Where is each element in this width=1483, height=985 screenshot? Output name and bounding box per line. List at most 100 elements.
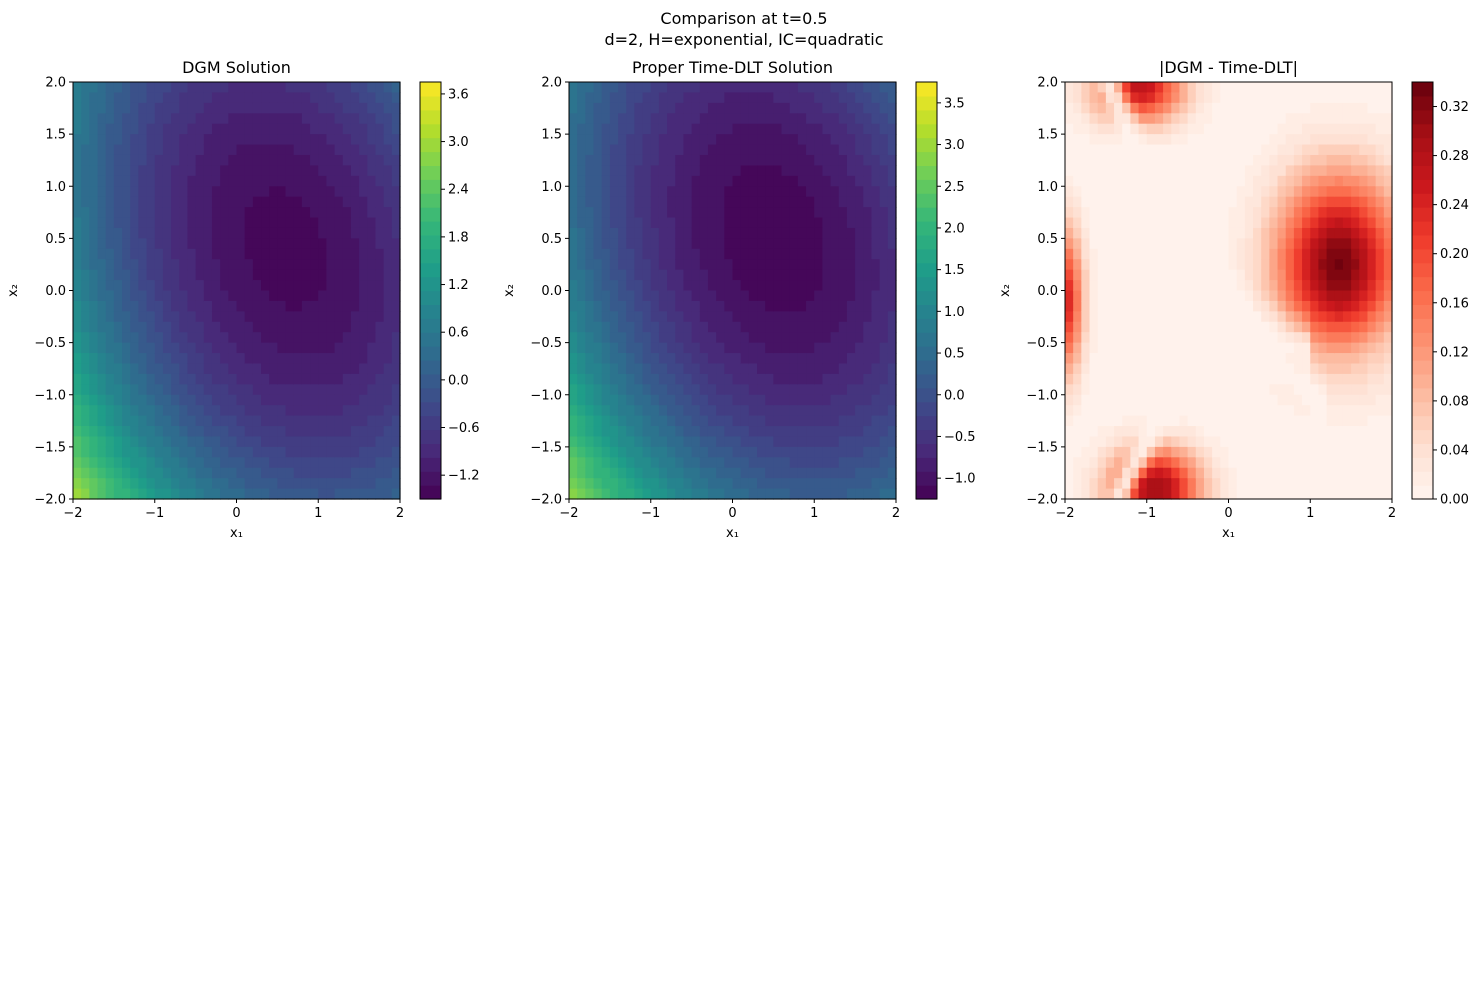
heatmap-cell [569,259,578,271]
heatmap-cell [577,248,586,260]
heatmap-cell [634,457,644,469]
heatmap-cell [1203,175,1213,187]
heatmap-cell [1359,269,1369,281]
heatmap-cell [195,238,205,250]
heatmap-cell [658,446,668,458]
heatmap-cell [1277,269,1287,281]
heatmap-cell [146,457,156,469]
heatmap-cell [171,280,180,292]
heatmap-cell [1081,415,1091,427]
heatmap-cell [797,102,807,114]
heatmap-cell [593,196,603,208]
heatmap-cell [601,342,611,354]
heatmap-cell [220,446,229,458]
heatmap-cell [569,300,578,312]
heatmap-cell [1081,196,1091,208]
heatmap-cell [1269,238,1279,250]
heatmap-cell [334,123,344,135]
heatmap-cell [773,467,783,479]
heatmap-cell [244,134,254,146]
heatmap-cell [797,446,807,458]
heatmap-cell [1253,415,1262,427]
heatmap-cell [1236,165,1246,177]
heatmap-cell [667,290,676,302]
heatmap-cell [105,394,115,406]
heatmap-cell [1138,384,1148,396]
heatmap-cell [220,321,229,333]
heatmap-cell [154,353,164,365]
heatmap-cell [838,394,848,406]
heatmap-cell [73,394,82,406]
heatmap-cell [740,436,750,448]
heatmap-cell [1146,102,1156,114]
heatmap-cell [236,290,246,302]
heatmap-cell [277,426,287,438]
heatmap-cell [1351,102,1360,114]
heatmap-cell [642,415,652,427]
heatmap-cell [1081,426,1091,438]
heatmap-cell [228,92,238,104]
heatmap-cell [1065,384,1074,396]
heatmap-cell [773,384,783,396]
heatmap-cell [1179,196,1189,208]
heatmap-cell [879,415,889,427]
colorbar: −1.2−0.60.00.61.21.82.43.03.6 [419,81,480,500]
heatmap-cell [757,373,766,385]
heatmap-cell [650,175,660,187]
heatmap-cell [1342,426,1352,438]
heatmap-cell [887,238,897,250]
heatmap-cell [1375,144,1385,156]
heatmap-cell [350,373,360,385]
heatmap-cell [81,259,90,271]
heatmap-cell [1351,175,1360,187]
heatmap-cell [326,280,336,292]
heatmap-cell [350,165,360,177]
heatmap-cell [618,186,627,198]
heatmap-cell [658,238,668,250]
heatmap-cell [350,290,360,302]
heatmap-cell [244,300,254,312]
heatmap-cell [1261,154,1270,167]
heatmap-cell [122,248,131,260]
heatmap-cell [334,227,344,239]
heatmap-cell [797,436,807,448]
heatmap-cell [1203,353,1213,365]
heatmap-cell [1318,280,1328,292]
heatmap-cell [146,373,156,385]
heatmap-cell [1359,384,1369,396]
heatmap-cell [187,123,197,135]
heatmap-cell [707,426,717,438]
heatmap-cell [367,217,377,229]
heatmap-cell [1195,405,1205,417]
x-tick-label: 1 [314,506,322,521]
heatmap-cell [391,363,401,375]
heatmap-cell [642,332,652,344]
heatmap-cell [162,311,172,323]
heatmap-cell [383,165,393,177]
heatmap-cell [1089,113,1099,125]
heatmap-cell [757,217,766,229]
heatmap-cell [1342,300,1352,312]
heatmap-cell [601,394,611,406]
heatmap-cell [863,269,873,281]
heatmap-cell [1122,311,1131,323]
heatmap-cell [1105,113,1115,125]
heatmap-cell [724,311,734,323]
heatmap-cell [334,134,344,146]
heatmap-cell [1351,165,1360,177]
heatmap-cell [1236,488,1246,500]
heatmap-cell [375,353,385,365]
x-tick-label: 1 [1306,506,1314,521]
heatmap-cell [1065,175,1074,187]
heatmap-cell [1302,165,1311,177]
heatmap-cell [1073,113,1082,125]
heatmap-cell [691,186,701,198]
heatmap-cell [855,82,864,94]
heatmap-cell [1097,436,1107,448]
heatmap-cell [1097,102,1107,114]
heatmap-cell [1187,123,1197,135]
heatmap-cell [146,123,156,135]
heatmap-cell [773,102,783,114]
heatmap-cell [1130,186,1140,198]
heatmap-cell [585,207,595,219]
